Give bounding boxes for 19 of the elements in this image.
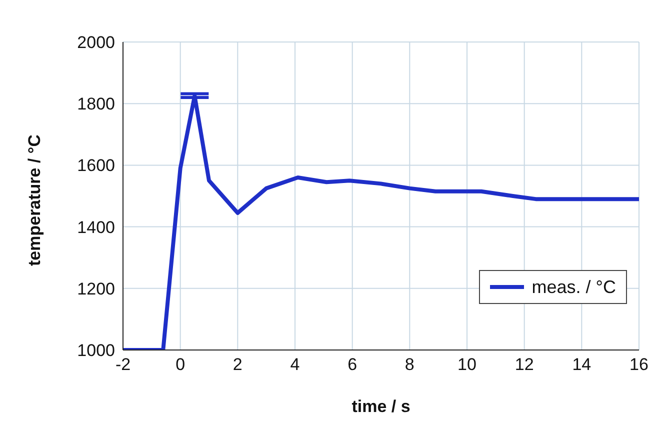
y-tick-label: 2000 [77,33,115,52]
x-tick-label: 10 [458,355,476,374]
legend-label: meas. / °C [532,276,616,299]
x-tick-label: 16 [630,355,648,374]
y-tick-label: 1600 [77,156,115,176]
x-tick-label: 14 [572,355,592,374]
x-tick-label: 12 [514,355,534,374]
y-axis-title: temperature / °C [25,134,44,266]
x-tick-label: 0 [176,355,186,374]
y-tick-label: 1200 [77,279,115,298]
x-tick-label: -2 [115,355,131,374]
x-tick-label: 8 [404,355,414,374]
y-tick-label: 1000 [77,341,115,360]
x-tick-label: 4 [290,355,300,374]
y-tick-label: 1800 [77,94,115,114]
x-tick-label: 2 [232,355,242,374]
x-tick-label: 6 [348,355,358,374]
x-axis-title: time / s [352,397,410,416]
y-tick-label: 1400 [77,218,115,237]
